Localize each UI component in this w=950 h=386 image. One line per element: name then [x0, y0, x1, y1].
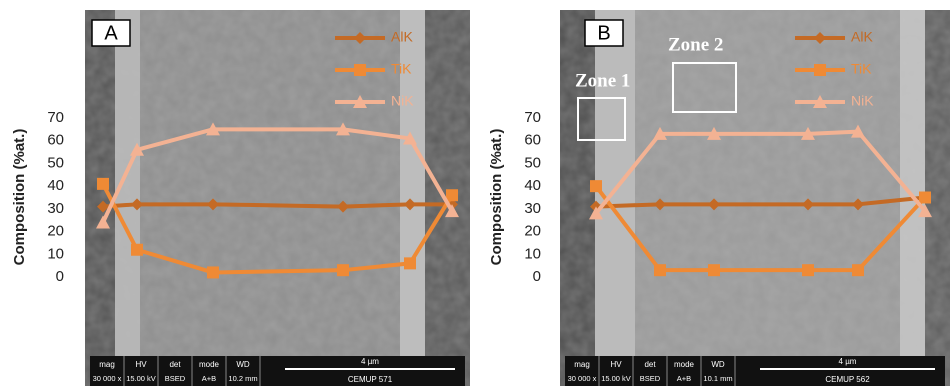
marker-square	[919, 192, 931, 204]
marker-square	[446, 189, 458, 201]
sem-texture	[85, 10, 470, 386]
info-value: 10.2 mm	[228, 374, 257, 383]
scale-label: 4 µm	[361, 357, 379, 366]
legend-label: TiK	[851, 61, 872, 77]
info-value: 10.1 mm	[703, 374, 732, 383]
panel-label: A	[104, 22, 118, 44]
marker-square	[852, 264, 864, 276]
info-id: CEMUP 571	[348, 375, 393, 384]
legend-label: NiK	[851, 93, 874, 109]
marker-square	[207, 266, 219, 278]
y-axis-label: Composition (%at.)	[11, 129, 28, 266]
marker-square	[404, 257, 416, 269]
marker-square	[131, 244, 143, 256]
marker-square	[590, 180, 602, 192]
y-axis-label: Composition (%at.)	[488, 129, 505, 266]
y-tick-label: 50	[47, 154, 64, 171]
y-tick-label: 20	[524, 223, 541, 240]
figure: Composition (%at.) 0 10 20 30 40 50 60 70 A AlK TiK…	[0, 0, 950, 386]
marker-square	[814, 64, 826, 76]
info-value: 30 000 x	[93, 374, 122, 383]
info-value: BSED	[640, 374, 661, 383]
y-tick-label: 0	[56, 268, 64, 285]
y-tick-label: 20	[47, 223, 64, 240]
panel-label: B	[597, 22, 610, 44]
y-tick-label: 70	[524, 109, 541, 126]
y-tick-label: 70	[47, 109, 64, 126]
y-tick-label: 60	[47, 132, 64, 149]
legend-label: NiK	[391, 93, 414, 109]
info-header: det	[169, 360, 181, 369]
zone-label: Zone 2	[668, 34, 723, 55]
y-tick-label: 30	[47, 200, 64, 217]
marker-square	[354, 64, 366, 76]
legend-label: AlK	[851, 29, 873, 45]
legend-label: TiK	[391, 61, 412, 77]
y-tick-label: 30	[524, 200, 541, 217]
info-header: WD	[236, 360, 250, 369]
marker-square	[654, 264, 666, 276]
info-value: A+B	[202, 374, 216, 383]
sem-texture	[560, 10, 950, 386]
marker-square	[708, 264, 720, 276]
marker-square	[802, 264, 814, 276]
info-id: CEMUP 562	[825, 375, 870, 384]
info-header: WD	[711, 360, 725, 369]
legend-label: AlK	[391, 29, 413, 45]
series-line	[103, 204, 452, 206]
y-tick-label: 10	[47, 245, 64, 262]
y-tick-label: 40	[524, 177, 541, 194]
info-value: 15.00 kV	[126, 374, 156, 383]
y-tick-label: 50	[524, 154, 541, 171]
info-value: 30 000 x	[568, 374, 597, 383]
info-header: HV	[135, 360, 147, 369]
info-header: det	[644, 360, 656, 369]
zone-label: Zone 1	[575, 70, 630, 91]
marker-square	[97, 178, 109, 190]
y-tick-label: 10	[524, 245, 541, 262]
info-value: 15.00 kV	[601, 374, 631, 383]
info-value: A+B	[677, 374, 691, 383]
info-header: mag	[574, 360, 590, 369]
info-header: mode	[674, 360, 695, 369]
y-tick-label: 60	[524, 132, 541, 149]
y-tick-label: 0	[533, 268, 541, 285]
scale-label: 4 µm	[839, 357, 857, 366]
marker-square	[337, 264, 349, 276]
info-value: BSED	[165, 374, 186, 383]
y-tick-label: 40	[47, 177, 64, 194]
info-header: HV	[610, 360, 622, 369]
info-header: mag	[99, 360, 115, 369]
info-header: mode	[199, 360, 220, 369]
